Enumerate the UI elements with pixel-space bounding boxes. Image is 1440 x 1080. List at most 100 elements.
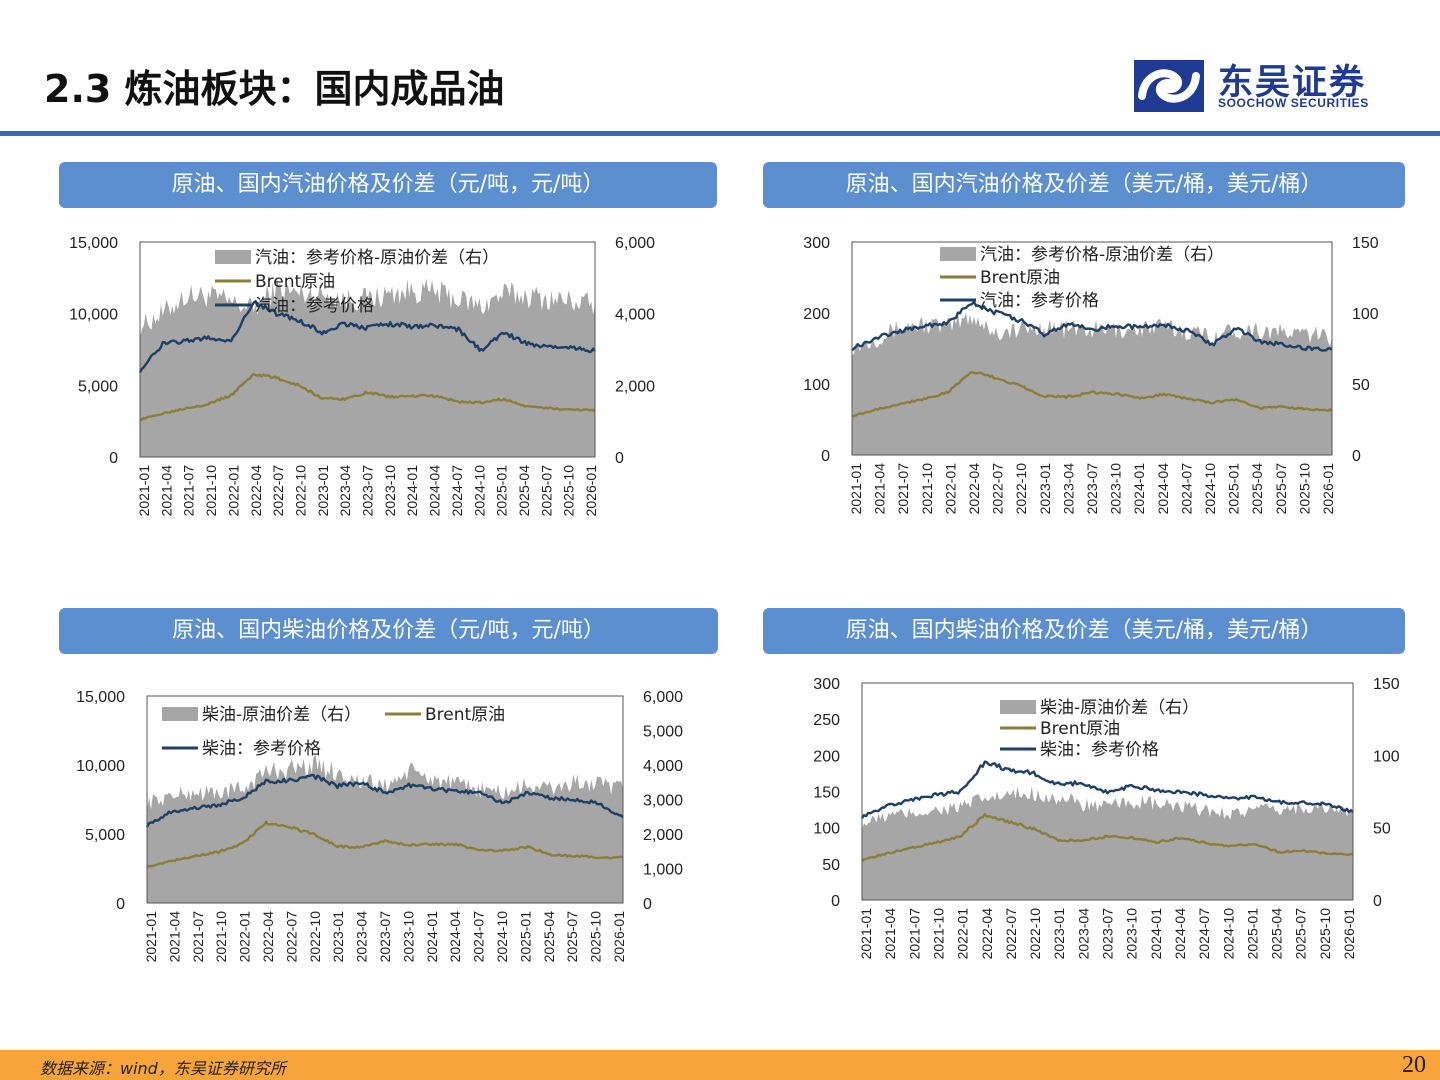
y-right-tick-label: 1,000 xyxy=(643,862,683,879)
x-tick-label: 2021-10 xyxy=(213,911,229,963)
x-tick-label: 2025-10 xyxy=(1296,463,1312,515)
legend-label: Brent原油 xyxy=(1040,719,1120,739)
page-title: 2.3 炼油板块：国内成品油 xyxy=(44,67,505,111)
chart-diesel-usd: 300 250 200 150 100 50 0 150 100 50 0 2021-01 2021-0… xyxy=(813,676,1400,960)
y-right-tick-label: 6,000 xyxy=(615,235,655,252)
soochow-logo-icon xyxy=(1134,60,1204,112)
x-tick-label: 2023-10 xyxy=(1108,463,1124,515)
y-left-tick-label: 5,000 xyxy=(85,827,125,844)
x-tick-label: 2021-01 xyxy=(858,908,874,960)
legend-swatch-spread xyxy=(162,707,198,721)
x-tick-label: 2022-01 xyxy=(955,908,971,960)
x-tick-label: 2022-01 xyxy=(237,911,253,963)
y-left-tick-label: 0 xyxy=(116,896,125,913)
x-tick-label: 2025-01 xyxy=(1226,463,1242,515)
x-tick-label: 2024-07 xyxy=(449,465,465,517)
x-tick-label: 2024-04 xyxy=(447,911,463,963)
x-tick-label: 2023-07 xyxy=(1100,908,1116,960)
y-left-tick-label: 0 xyxy=(821,448,830,465)
y-left-tick-label: 10,000 xyxy=(76,758,125,775)
series-line-product xyxy=(851,300,1333,352)
y-left-tick-label: 150 xyxy=(813,785,840,802)
chart-title-diesel-usd: 原油、国内柴油价格及价差（美元/桶，美元/桶） xyxy=(763,608,1405,654)
x-tick-label: 2024-10 xyxy=(471,465,487,517)
x-tick-label: 2022-01 xyxy=(942,463,958,515)
x-tick-label: 2022-04 xyxy=(260,911,276,963)
x-tick-label: 2024-04 xyxy=(427,465,443,517)
x-tick-label: 2022-04 xyxy=(966,463,982,515)
series-line-brent xyxy=(851,371,1333,418)
x-tick-label: 2021-01 xyxy=(136,465,152,517)
x-tick-label: 2026-01 xyxy=(1341,908,1357,960)
y-left-tick-label: 0 xyxy=(109,450,118,467)
series-area-spread xyxy=(140,277,595,457)
x-tick-label: 2024-04 xyxy=(1155,463,1171,515)
y-left-tick-label: 100 xyxy=(813,821,840,838)
y-right-tick-label: 0 xyxy=(615,450,624,467)
x-tick-label: 2021-07 xyxy=(895,463,911,515)
x-tick-label: 2021-01 xyxy=(143,911,159,963)
y-left-tick-label: 100 xyxy=(803,377,830,394)
y-left-tick-label: 10,000 xyxy=(69,307,118,324)
series-line-brent xyxy=(861,813,1354,862)
chart-gasoline-usd: 300 200 100 0 150 100 50 0 2021-01 2021-04 2021-07… xyxy=(803,235,1379,515)
x-tick-label: 2023-10 xyxy=(1124,908,1140,960)
legend-label: 柴油-原油价差（右） xyxy=(1040,698,1199,718)
x-tick-label: 2021-04 xyxy=(166,911,182,963)
x-tick-label: 2025-07 xyxy=(1293,908,1309,960)
x-tick-label: 2022-10 xyxy=(307,911,323,963)
y-right-tick-label: 100 xyxy=(1373,748,1400,765)
legend-label: Brent原油 xyxy=(425,705,505,725)
x-tick-label: 2025-04 xyxy=(1269,908,1285,960)
series-area-spread xyxy=(852,312,1332,455)
x-tick-label: 2023-07 xyxy=(1084,463,1100,515)
logo-english-name: SOOCHOW SECURITIES xyxy=(1218,96,1369,110)
y-left-tick-label: 50 xyxy=(822,857,840,874)
y-left-tick-label: 250 xyxy=(813,712,840,729)
y-left-tick-label: 200 xyxy=(803,306,830,323)
x-tick-label: 2021-10 xyxy=(203,465,219,517)
x-tick-label: 2025-04 xyxy=(541,911,557,963)
chart-title-diesel-cny: 原油、国内柴油价格及价差（元/吨，元/吨） xyxy=(59,608,718,654)
y-right-tick-label: 4,000 xyxy=(643,758,683,775)
y-right-tick-label: 150 xyxy=(1373,676,1400,693)
x-tick-label: 2025-07 xyxy=(1273,463,1289,515)
y-right-tick-label: 6,000 xyxy=(643,689,683,706)
x-tick-label: 2022-07 xyxy=(1003,908,1019,960)
y-right-tick-label: 50 xyxy=(1373,821,1391,838)
company-logo: 东吴证券 SOOCHOW SECURITIES xyxy=(1130,56,1410,116)
x-tick-label: 2025-01 xyxy=(517,911,533,963)
y-right-tick-label: 100 xyxy=(1352,306,1379,323)
chart-diesel-cny: 15,000 10,000 5,000 0 6,000 5,000 4,000 3,000 2,… xyxy=(76,689,683,963)
x-tick-label: 2023-01 xyxy=(330,911,346,963)
legend-label: 柴油：参考价格 xyxy=(1040,740,1159,760)
x-tick-label: 2021-01 xyxy=(848,463,864,515)
x-tick-label: 2021-04 xyxy=(872,463,888,515)
y-right-tick-label: 0 xyxy=(1373,893,1382,910)
x-tick-label: 2026-01 xyxy=(1320,463,1336,515)
chart-gasoline-cny: 15,000 10,000 5,000 0 6,000 4,000 2,000 0 2021-0… xyxy=(69,235,655,517)
x-tick-label: 2021-04 xyxy=(882,908,898,960)
x-tick-label: 2021-04 xyxy=(158,465,174,517)
y-left-tick-label: 5,000 xyxy=(78,378,118,395)
x-tick-label: 2021-07 xyxy=(181,465,197,517)
x-tick-label: 2025-04 xyxy=(516,465,532,517)
legend-label: Brent原油 xyxy=(980,268,1060,288)
x-tick-label: 2025-07 xyxy=(538,465,554,517)
x-tick-label: 2025-04 xyxy=(1249,463,1265,515)
x-tick-label: 2026-01 xyxy=(583,465,599,517)
x-tick-label: 2022-10 xyxy=(1027,908,1043,960)
series-line-product xyxy=(138,300,596,374)
y-right-tick-label: 4,000 xyxy=(615,307,655,324)
plot-border xyxy=(146,695,624,904)
x-tick-label: 2024-01 xyxy=(1148,908,1164,960)
series-line-brent xyxy=(139,373,596,422)
y-right-tick-label: 3,000 xyxy=(643,793,683,810)
plot-border xyxy=(861,682,1354,901)
series-line-product xyxy=(861,760,1354,819)
x-tick-label: 2025-01 xyxy=(494,465,510,517)
x-tick-label: 2021-07 xyxy=(190,911,206,963)
x-tick-label: 2022-04 xyxy=(248,465,264,517)
legend-label: 汽油：参考价格 xyxy=(255,296,374,316)
footer-bar: 数据来源：wind，东吴证券研究所 20 xyxy=(0,1050,1440,1080)
